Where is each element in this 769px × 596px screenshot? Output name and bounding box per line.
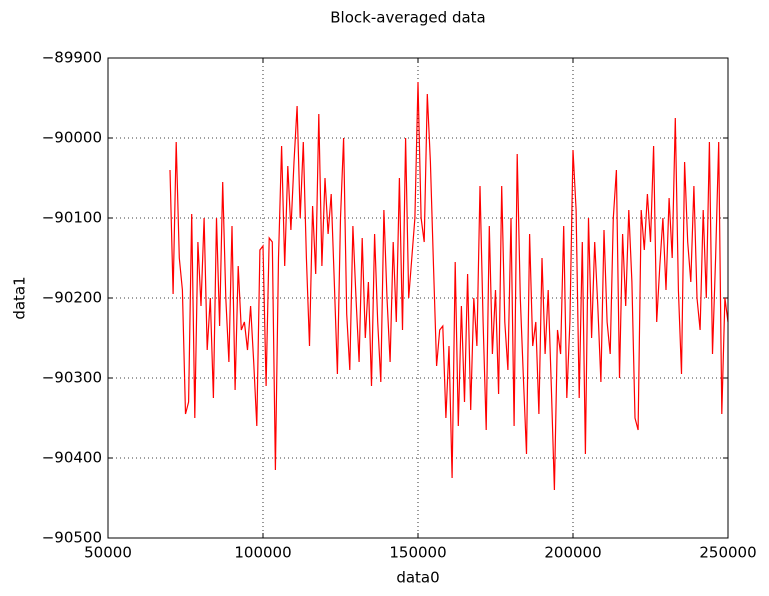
x-axis-label: data0 bbox=[396, 569, 439, 587]
data-line bbox=[169, 81, 729, 491]
y-tick-label: −90500 bbox=[42, 529, 102, 547]
y-axis-label: data1 bbox=[11, 276, 29, 319]
y-tick-label: −89900 bbox=[42, 49, 102, 67]
x-tick-label: 150000 bbox=[389, 544, 446, 562]
y-tick-label: −90400 bbox=[42, 449, 102, 467]
x-tick-label: 250000 bbox=[699, 544, 756, 562]
x-tick-label: 200000 bbox=[544, 544, 601, 562]
y-tick-label: −90300 bbox=[42, 369, 102, 387]
y-tick-label: −90200 bbox=[42, 289, 102, 307]
x-tick-label: 100000 bbox=[234, 544, 291, 562]
chart-title: Block-averaged data bbox=[330, 9, 485, 27]
y-tick-label: −90100 bbox=[42, 209, 102, 227]
plot-frame bbox=[107, 57, 729, 539]
y-tick-label: −90000 bbox=[42, 129, 102, 147]
x-tick-label: 50000 bbox=[84, 544, 132, 562]
